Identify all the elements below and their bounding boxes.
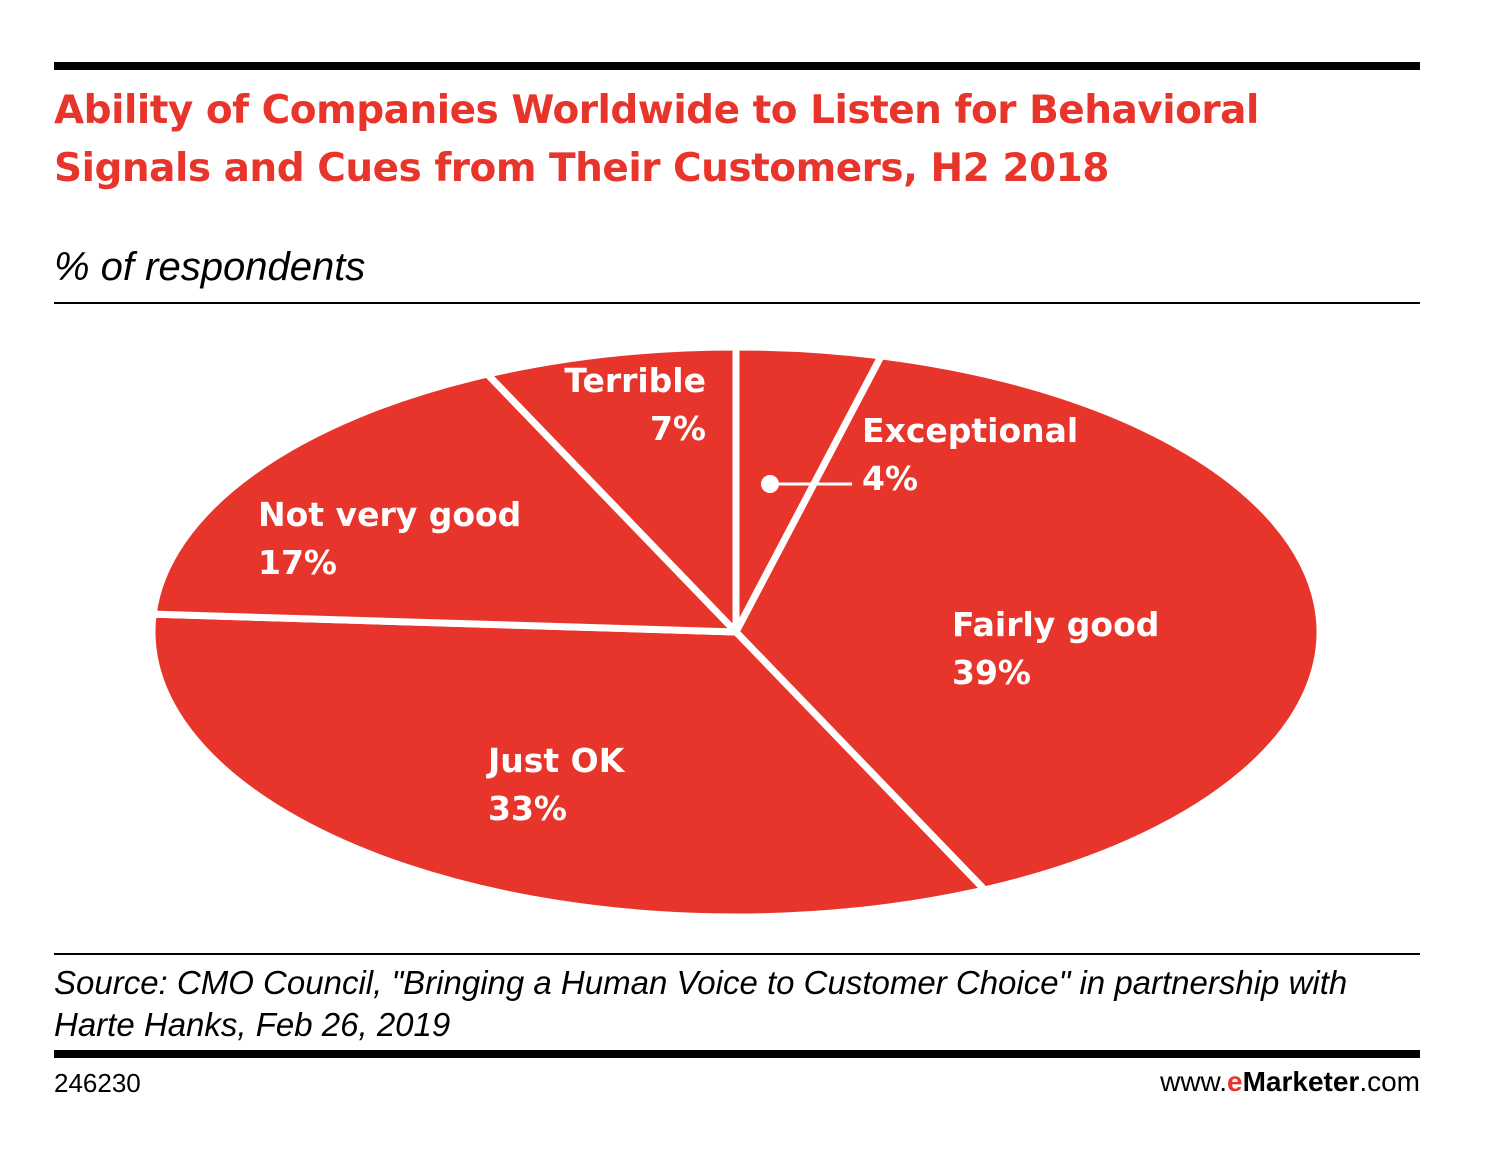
pie-slice-terrible: [483, 343, 740, 636]
slice-label-exceptional: Exceptional 4%: [862, 411, 1078, 498]
pie-slice-not-very-good: [149, 370, 740, 636]
brand-suffix: .com: [1359, 1066, 1420, 1097]
bottom-rule: [54, 1050, 1420, 1058]
slice-label-just-ok: Just OK 33%: [486, 741, 626, 828]
chart-subtitle: % of respondents: [54, 245, 366, 289]
pie-chart: Exceptional 4% Fairly good 39% Just OK 33% Not…: [148, 343, 1324, 921]
pie-slice-just-ok: [148, 610, 989, 921]
subtitle-rule: [54, 302, 1420, 304]
pie-labels: Exceptional 4% Fairly good 39% Just OK 33% Not…: [258, 361, 1159, 828]
brand-e: e: [1227, 1066, 1243, 1097]
slice-label-fairly-good: Fairly good 39%: [952, 605, 1159, 692]
source-note: Source: CMO Council, "Bringing a Human V…: [54, 964, 1348, 1043]
emarketer-logo: www.eMarketer.com: [1160, 1066, 1420, 1098]
chart-id: 246230: [54, 1068, 141, 1098]
brand-prefix: www.: [1160, 1066, 1227, 1097]
pie-slices: [148, 343, 1324, 921]
source-rule: [54, 953, 1420, 955]
pie-slice-fairly-good: [732, 352, 1324, 894]
chart-title: Ability of Companies Worldwide to Listen…: [54, 88, 1259, 191]
top-rule: [54, 62, 1420, 70]
slice-label-not-very-good: Not very good 17%: [258, 495, 521, 582]
slice-label-terrible: Terrible 7%: [564, 361, 706, 448]
brand-marketer: Marketer: [1242, 1066, 1360, 1097]
exceptional-leader-dot: [761, 475, 779, 493]
